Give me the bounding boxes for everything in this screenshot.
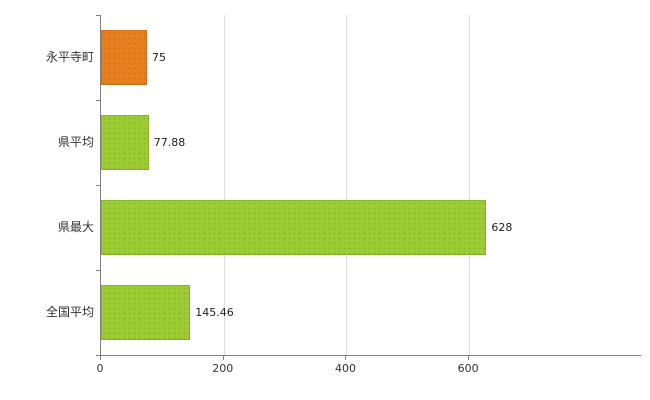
x-axis-tick <box>100 356 101 360</box>
category-label: 県平均 <box>57 135 94 149</box>
bar[interactable] <box>101 285 191 340</box>
y-axis-tick <box>96 15 100 16</box>
x-axis-tick <box>345 356 347 360</box>
y-axis-tick <box>96 185 100 186</box>
value-label: 75 <box>152 51 167 64</box>
category-label: 県最大 <box>57 220 94 234</box>
y-axis-tick <box>96 100 100 101</box>
x-axis-tick <box>468 356 470 360</box>
gridline <box>223 15 225 355</box>
y-axis-tick <box>96 355 100 356</box>
x-axis-tick-label: 600 <box>457 362 479 375</box>
plot-area: 75 77.88 628 145.46 <box>100 15 641 356</box>
bar[interactable] <box>101 200 487 255</box>
x-axis-tick-label: 0 <box>96 362 104 375</box>
category-label: 永平寺町 <box>45 50 94 64</box>
y-axis-tick <box>96 270 100 271</box>
category-label: 全国平均 <box>45 305 94 319</box>
value-label: 628 <box>491 221 513 234</box>
value-label: 145.46 <box>195 306 234 319</box>
gridline <box>469 15 471 355</box>
x-axis-tick <box>222 356 224 360</box>
bar[interactable] <box>101 30 148 85</box>
value-label: 77.88 <box>153 136 186 149</box>
bar[interactable] <box>101 115 149 170</box>
gridline <box>346 15 348 355</box>
x-axis-tick-label: 400 <box>334 362 356 375</box>
x-axis-tick-label: 200 <box>212 362 234 375</box>
